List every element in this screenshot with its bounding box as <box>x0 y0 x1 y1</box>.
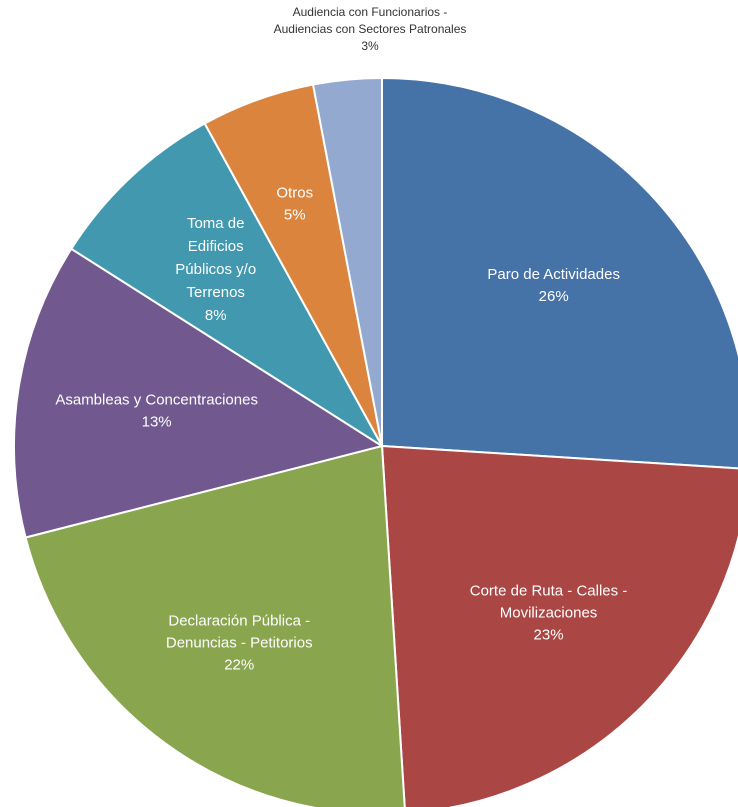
pie-category-label: Públicos y/o <box>175 261 256 278</box>
pie-value-label: 23% <box>534 627 564 644</box>
pie-category-label: Terrenos <box>187 284 245 301</box>
pie-category-label: Toma de <box>187 215 245 232</box>
pie-value-label: 26% <box>539 288 569 305</box>
pie-label-toma-de-edificios-publicos-y-o-terrenos: Toma de Edificios Públicos y/o Terrenos 8% <box>175 215 256 324</box>
pie-label-declaracion-publica-denuncias-petitorios: Declaración Pública - Denuncias - Petitor… <box>166 612 313 673</box>
pie-category-label: Paro de Actividades <box>487 266 620 283</box>
pie-category-label: Audiencia con Funcionarios - <box>293 5 448 19</box>
pie-slices <box>13 76 738 807</box>
pie-slice-asambleas-y-concentraciones <box>13 247 385 539</box>
pie-category-label: Corte de Ruta - Calles - <box>470 583 628 600</box>
pie-labels: Paro de Actividades 26% Corte de Ruta - Ca… <box>55 5 627 673</box>
pie-label-corte-de-ruta-calles-movilizaciones: Corte de Ruta - Calles - Movilizaciones 23… <box>470 583 628 644</box>
pie-label-audiencia-con-funcionarios-audiencias-con-sectores-patronales: Audiencia con Funcionarios - Audiencias c… <box>274 5 467 53</box>
pie-slice-paro-de-actividades <box>381 76 738 470</box>
pie-label-paro-de-actividades: Paro de Actividades 26% <box>487 266 620 305</box>
pie-slice-toma-de-edificios-publicos-y-o-terrenos <box>69 122 383 447</box>
pie-category-label: Declaración Pública - <box>168 612 310 629</box>
pie-category-label: Denuncias - Petitorios <box>166 634 313 651</box>
pie-label-otros: Otros 5% <box>276 185 313 224</box>
pie-category-label: Movilizaciones <box>500 605 598 622</box>
pie-value-label: 5% <box>284 207 306 224</box>
pie-value-label: 3% <box>361 39 379 53</box>
pie-value-label: 8% <box>205 307 227 324</box>
pie-category-label: Edificios <box>188 238 244 255</box>
pie-category-label: Audiencias con Sectores Patronales <box>274 22 467 36</box>
pie-slice-declaracion-publica-denuncias-petitorios <box>24 444 406 807</box>
pie-category-label: Asambleas y Concentraciones <box>55 391 258 408</box>
pie-value-label: 22% <box>224 656 254 673</box>
pie-label-asambleas-y-concentraciones: Asambleas y Concentraciones 13% <box>55 391 258 430</box>
pie-value-label: 13% <box>142 413 172 430</box>
pie-category-label: Otros <box>276 185 313 202</box>
pie-slice-corte-de-ruta-calles-movilizaciones <box>380 444 738 807</box>
pie-slice-audiencia-con-funcionarios-audiencias-con-sectores-patronales <box>311 76 383 447</box>
